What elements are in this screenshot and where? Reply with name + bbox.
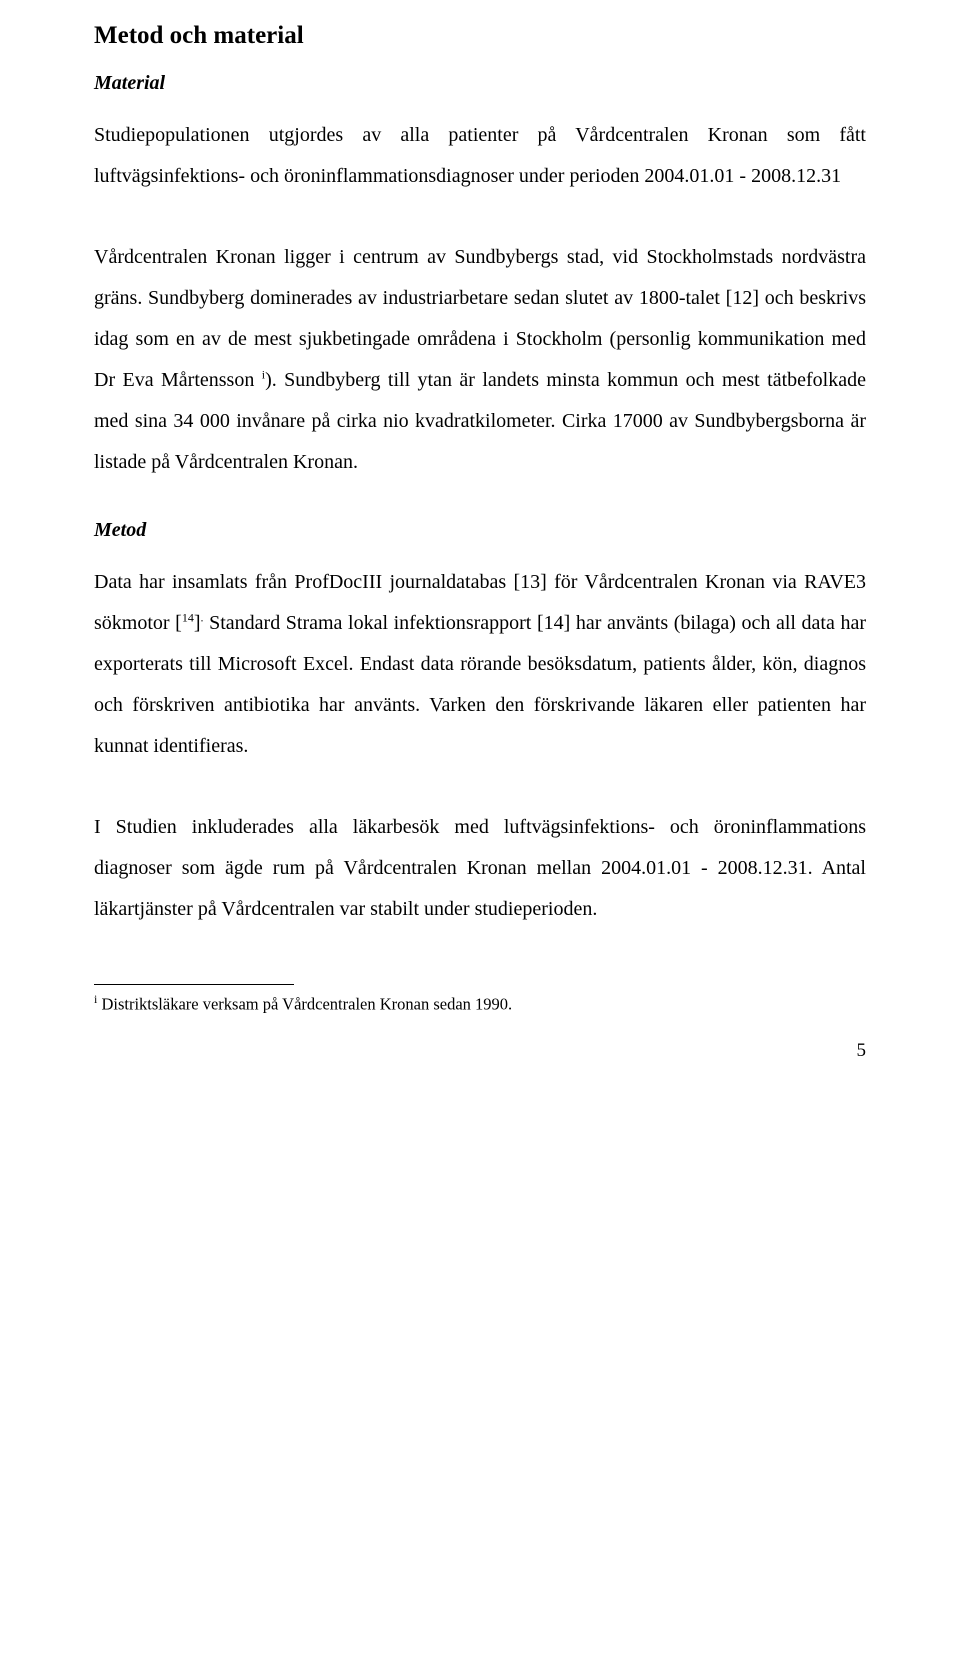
paragraph: Studiepopulationen utgjordes av alla pat… — [94, 115, 866, 197]
footnote: i Distriktsläkare verksam på Vårdcentral… — [94, 991, 866, 1016]
footnote-text: Distriktsläkare verksam på Vårdcentralen… — [97, 995, 512, 1014]
footnote-separator — [94, 984, 294, 985]
section-heading: Metod och material — [94, 22, 866, 50]
document-page: Metod och material Material Studiepopula… — [0, 0, 960, 1102]
paragraph: Data har insamlats från ProfDocIII journ… — [94, 562, 866, 767]
citation-ref: 14 — [182, 610, 194, 624]
paragraph: Vårdcentralen Kronan ligger i centrum av… — [94, 237, 866, 483]
page-number: 5 — [94, 1040, 866, 1062]
paragraph-text: ] — [194, 612, 201, 634]
paragraph: I Studien inkluderades alla läkarbesök m… — [94, 807, 866, 930]
paragraph-text: Standard Strama lokal infektionsrapport … — [94, 612, 866, 757]
subsection-heading-metod: Metod — [94, 519, 866, 542]
subsection-heading-material: Material — [94, 72, 866, 95]
